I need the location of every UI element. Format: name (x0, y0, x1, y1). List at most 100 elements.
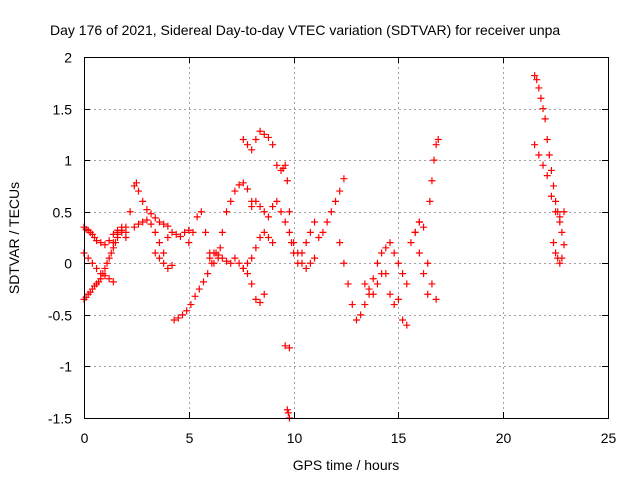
data-point (399, 316, 407, 324)
data-point (306, 228, 314, 236)
data-point (183, 307, 191, 315)
series-track-k (248, 197, 319, 272)
series-track-j (239, 127, 281, 169)
data-point (231, 187, 239, 195)
data-point (336, 239, 344, 247)
data-point (118, 226, 126, 234)
data-point (206, 254, 214, 262)
data-point (172, 230, 180, 238)
data-point (243, 259, 251, 267)
data-point (227, 259, 235, 267)
data-point (97, 239, 105, 247)
data-point (243, 185, 251, 193)
data-point (386, 290, 394, 298)
data-point (235, 259, 243, 267)
data-point (235, 181, 243, 189)
series-track-f (151, 249, 176, 272)
series-track-t (531, 72, 568, 249)
data-point (256, 127, 264, 135)
data-point (281, 161, 289, 169)
data-point (239, 136, 247, 144)
data-point (168, 228, 176, 236)
data-point (181, 228, 189, 236)
data-point (411, 228, 419, 236)
data-point (260, 208, 268, 216)
series-track-h (185, 179, 256, 267)
data-point (174, 314, 182, 322)
data-point (426, 197, 434, 205)
data-point (264, 133, 272, 141)
data-point (252, 244, 260, 252)
data-point (357, 311, 365, 319)
x-tick-label: 0 (81, 430, 89, 446)
data-point (373, 280, 381, 288)
data-point (223, 208, 231, 216)
data-point (248, 280, 256, 288)
data-point (248, 203, 256, 211)
data-point (134, 187, 142, 195)
x-tick-label: 20 (496, 430, 512, 446)
data-point (151, 214, 159, 222)
series-track-m (277, 161, 348, 267)
data-point (160, 259, 168, 267)
data-point (298, 249, 306, 257)
data-point (281, 342, 289, 350)
data-point (185, 226, 193, 234)
data-point (160, 220, 168, 228)
data-point (290, 249, 298, 257)
data-point (155, 239, 163, 247)
data-point (210, 259, 218, 267)
data-point (216, 244, 224, 252)
data-point (252, 197, 260, 205)
data-point (260, 290, 268, 298)
data-point (227, 197, 235, 205)
data-point (202, 228, 210, 236)
plot-frame (84, 57, 609, 419)
data-point (269, 203, 277, 211)
data-point (369, 275, 377, 283)
data-point (432, 141, 440, 149)
data-point (535, 151, 543, 159)
data-point (109, 239, 117, 247)
data-point (545, 151, 553, 159)
x-tick-label: 10 (287, 430, 303, 446)
data-point (101, 241, 109, 249)
data-point (539, 161, 547, 169)
data-point (160, 249, 168, 257)
data-point (285, 228, 293, 236)
data-point (97, 270, 105, 278)
data-point (130, 223, 138, 231)
data-point (340, 259, 348, 267)
data-point (550, 182, 558, 190)
data-point (109, 278, 117, 286)
data-point (155, 218, 163, 226)
data-point (552, 197, 560, 205)
data-point (164, 222, 172, 230)
data-point (344, 280, 352, 288)
x-tick-label: 25 (601, 430, 617, 446)
data-point (126, 208, 134, 216)
data-point (556, 213, 564, 221)
data-point (132, 179, 140, 187)
data-point (285, 208, 293, 216)
data-point (105, 237, 113, 245)
data-point (558, 254, 566, 262)
data-point (302, 264, 310, 272)
data-point (179, 311, 187, 319)
data-point (139, 218, 147, 226)
data-point (547, 166, 555, 174)
data-point (281, 218, 289, 226)
data-point (430, 156, 438, 164)
data-point (420, 223, 428, 231)
data-point (288, 239, 296, 247)
series-track-r (411, 136, 442, 298)
data-point (361, 280, 369, 288)
data-point (204, 270, 212, 278)
data-point (319, 228, 327, 236)
data-point (415, 218, 423, 226)
y-tick-label: 1 (64, 153, 72, 169)
data-point (164, 234, 172, 241)
data-point (285, 344, 293, 352)
data-point (199, 278, 207, 286)
